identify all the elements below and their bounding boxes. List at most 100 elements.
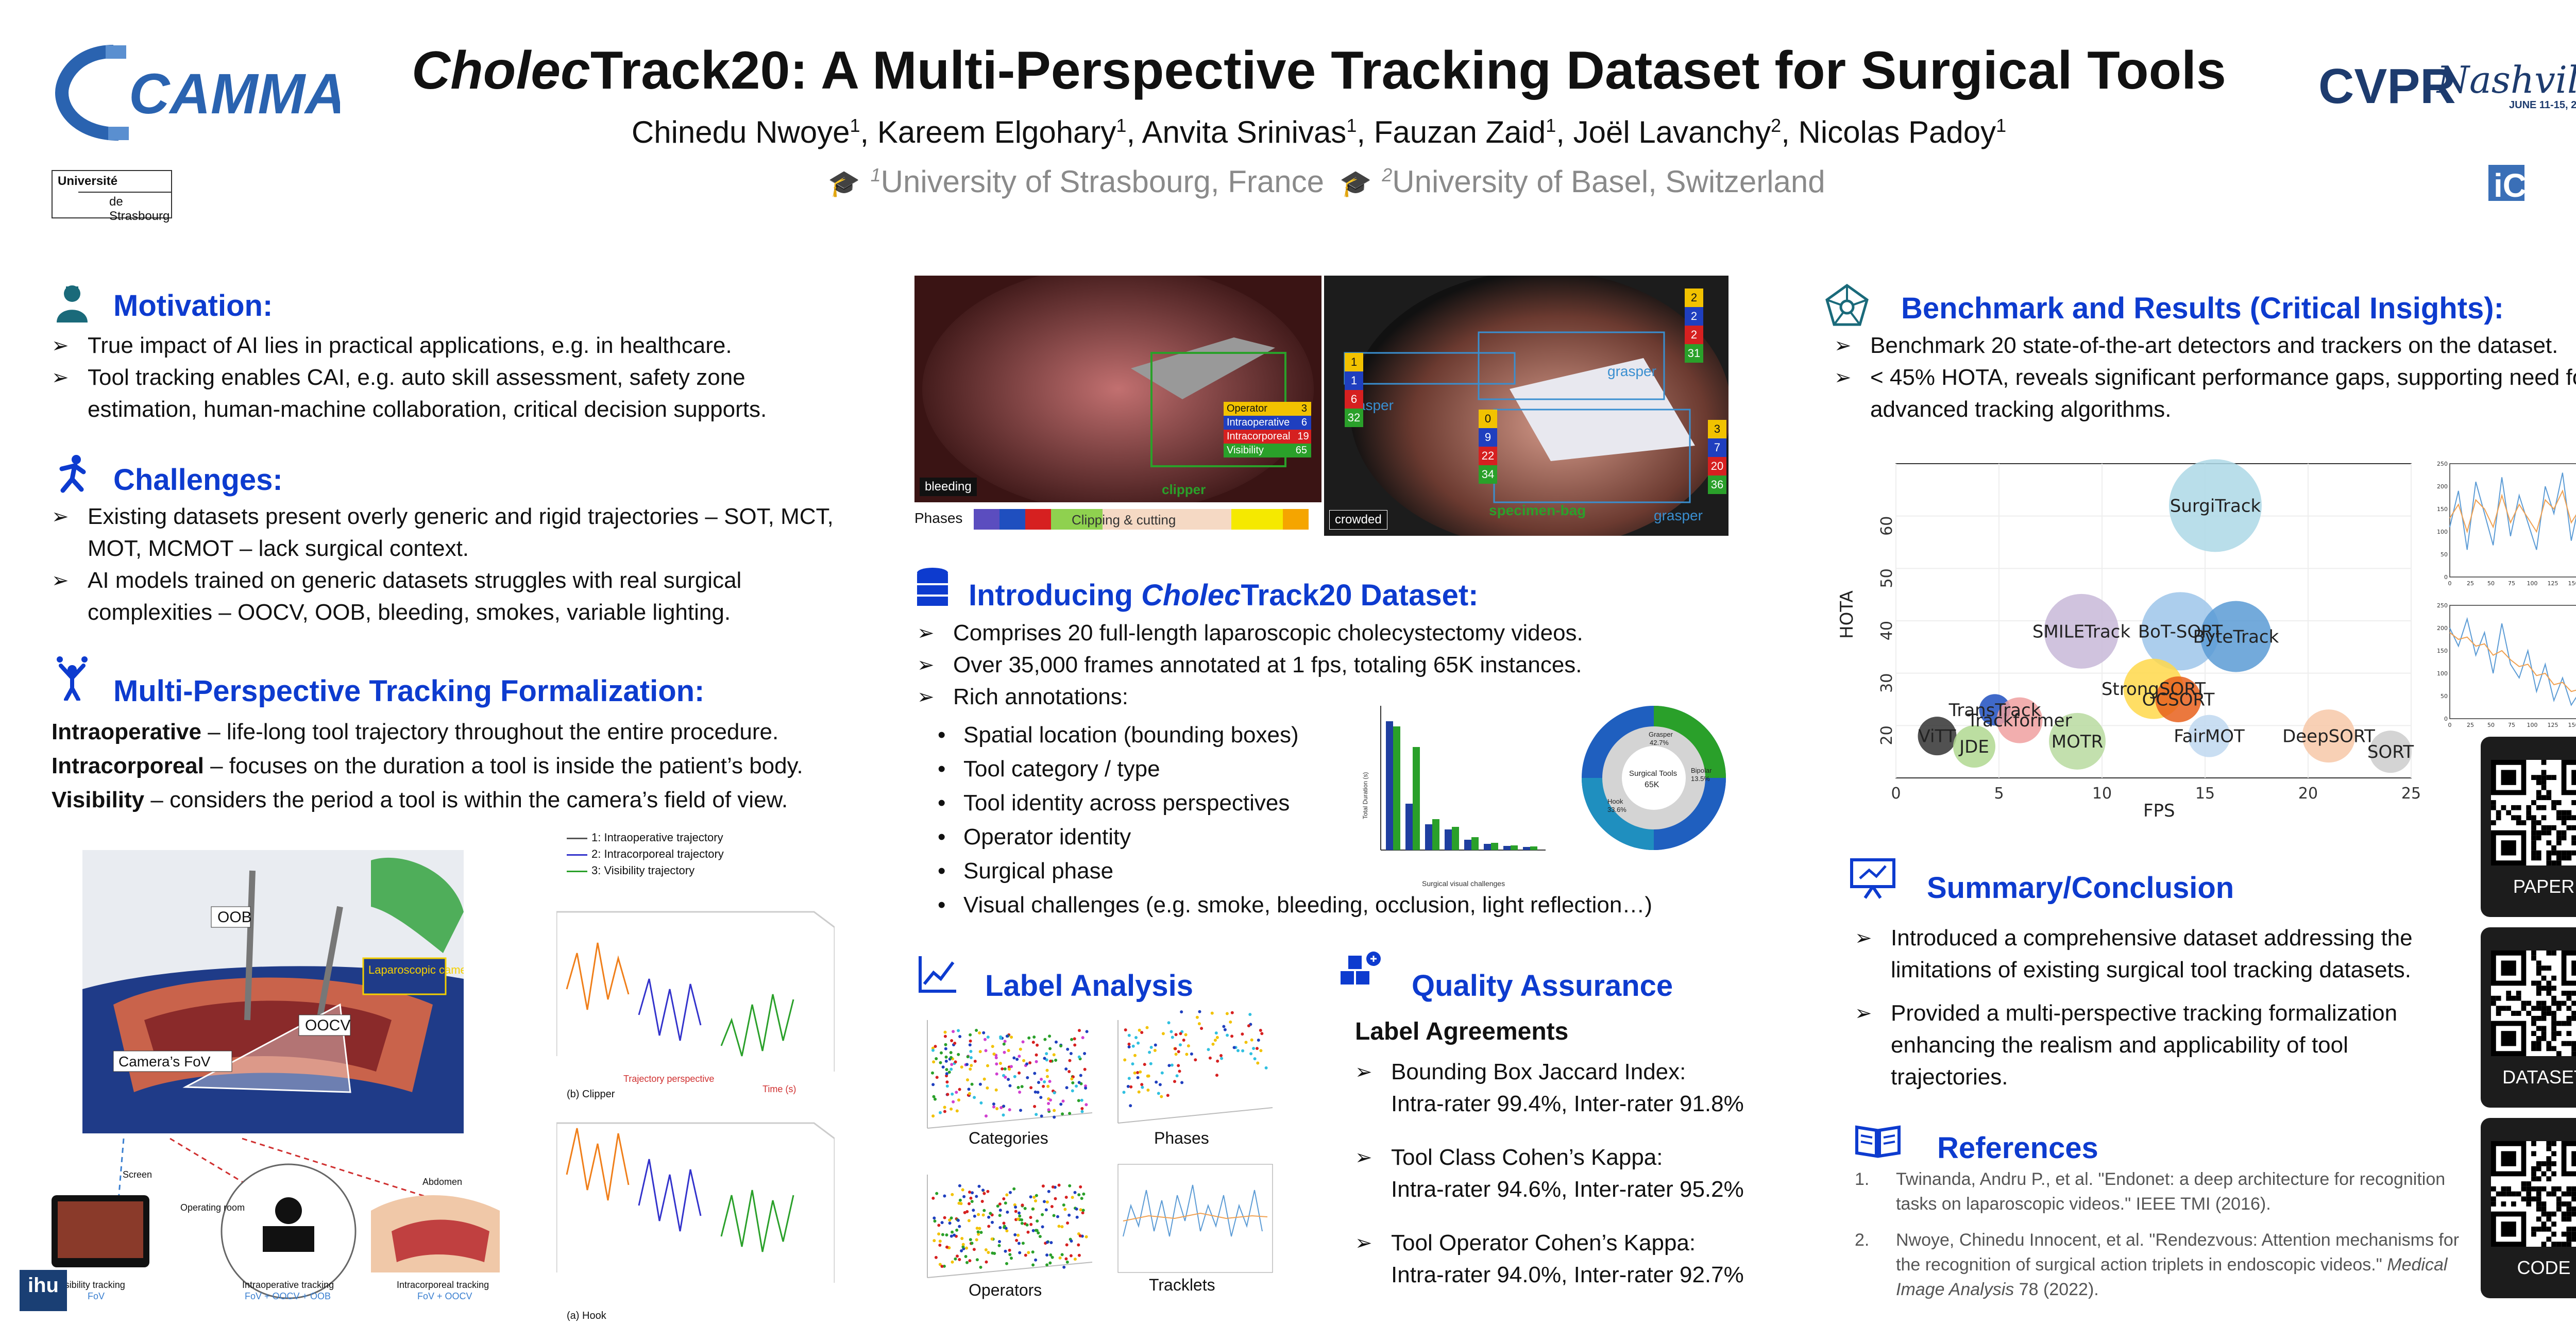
scatter-dot (1062, 1265, 1066, 1269)
point-label: ByteTrack (2193, 627, 2279, 648)
scatter-dot (931, 1196, 935, 1200)
scatter-dot (960, 1237, 964, 1240)
scatter-dot (1184, 1033, 1188, 1037)
scatter-dot (1006, 1210, 1009, 1214)
formalization-title: Multi-Perspective Tracking Formalization… (113, 674, 705, 708)
scatter-dot (994, 1056, 998, 1060)
scatter-dot (1049, 1253, 1053, 1257)
scatter-dot (1002, 1042, 1006, 1046)
mini-x-tick: 125 (2548, 580, 2558, 587)
scatter-dot (1170, 1030, 1173, 1033)
scatter-dot (1002, 1197, 1006, 1200)
qr-card-dataset[interactable]: DATASET (2481, 927, 2576, 1108)
id-column-mid: 0 9 22 34 (1479, 410, 1497, 484)
scatter-dot (999, 1035, 1003, 1039)
mini-x-tick: 100 (2527, 722, 2538, 728)
scatter-dot (970, 1064, 973, 1067)
annotation-item: Tool category / type (917, 752, 1741, 786)
author-name: Chinedu Nwoye (631, 115, 850, 149)
scatter-dot (1213, 1039, 1217, 1042)
qr-code-dataset[interactable] (2491, 950, 2576, 1056)
author-affil-sup: 1 (1116, 115, 1127, 136)
scatter-dot (1143, 1063, 1146, 1066)
scatter-dot (1067, 1070, 1071, 1073)
scatter-dot (1055, 1040, 1058, 1044)
mini-x-tick: 50 (2487, 580, 2495, 587)
qr-code-paper[interactable] (2491, 760, 2576, 865)
qr-code-code[interactable] (2491, 1141, 2576, 1247)
scatter-dot (1127, 1042, 1131, 1046)
phase-segment (1257, 509, 1283, 530)
scatter-dot (1051, 1185, 1055, 1189)
scatter-dot (968, 1191, 971, 1194)
scatter-dot (1208, 1056, 1212, 1060)
scatter-dot (1008, 1084, 1012, 1088)
scatter-dot (1073, 1043, 1077, 1047)
trajectory-plots: 1: Intraoperative trajectory 2: Intracor… (556, 829, 835, 1324)
scatter-dot (969, 1196, 973, 1200)
scatter-dot (1039, 1096, 1043, 1099)
scatter-dot (1027, 1036, 1031, 1040)
qr-card-paper[interactable]: PAPER (2481, 737, 2576, 917)
scatter-dot (1005, 1034, 1009, 1038)
scatter-dot (1042, 1084, 1045, 1088)
scatter-dot (978, 1050, 982, 1054)
scatter-dot (1013, 1233, 1017, 1236)
scatter-dot (958, 1225, 961, 1228)
scatter-dot (949, 1051, 953, 1055)
quality-item: Tool Class Cohen’s Kappa:Intra-rater 94.… (1355, 1142, 1819, 1206)
scatter-dot (1166, 1094, 1170, 1097)
point-label: MOTR (2052, 732, 2104, 752)
scatter-dot (1210, 1011, 1214, 1015)
scatter-dot (1026, 1230, 1030, 1234)
scatter-dot (1216, 1059, 1219, 1063)
scatter-dot (938, 1240, 942, 1243)
scatter-dot (931, 1048, 935, 1052)
scatter-dot (1056, 1215, 1059, 1218)
scatter-dot (1073, 1258, 1077, 1261)
scatter-dot (1004, 1076, 1007, 1079)
bar-chart-xlabel: Surgical visual challenges (1422, 879, 1505, 888)
scatter-dot (987, 1251, 990, 1254)
scatter-dot (931, 1071, 934, 1075)
scatter-dot (1171, 1036, 1174, 1039)
scatter-dot (1009, 1191, 1012, 1194)
scatter-dot (1028, 1061, 1032, 1064)
scatter-dot (1002, 1105, 1006, 1108)
scatter-dot (1016, 1233, 1020, 1237)
scatter-dot (1229, 1020, 1232, 1024)
scatter-dot (1177, 1050, 1180, 1054)
scatter-dot (1077, 1243, 1080, 1247)
affil-sup: 2 (1382, 164, 1393, 185)
introducing-title: Introducing CholecTrack20 Dataset: (969, 579, 1479, 612)
scatter-dot (1230, 1034, 1234, 1038)
scatter-dot (1160, 1095, 1163, 1098)
scatter-dot (1045, 1068, 1049, 1072)
scatter-dot (1019, 1109, 1022, 1112)
id-row-intraop: Intraoperative 6 (1224, 416, 1311, 430)
scatter-point (2200, 601, 2272, 672)
scatter-dot (977, 1232, 980, 1236)
scatter-dot (958, 1258, 961, 1261)
scatter-dot (1035, 1060, 1038, 1063)
scatter-dot (1075, 1207, 1078, 1211)
bar (1471, 837, 1479, 850)
scatter-dot (1045, 1200, 1049, 1204)
scatter-dot (1129, 1104, 1132, 1108)
scatter-dot (950, 1216, 953, 1220)
annotation-item: Visual challenges (e.g. smoke, bleeding,… (917, 888, 1741, 922)
scatter-dot (937, 1224, 941, 1227)
scatter-dot (1259, 1029, 1262, 1032)
traj-axis-perspective: Trajectory perspective (623, 1074, 714, 1084)
scatter-dot (969, 1238, 972, 1242)
scatter-dot (1049, 1059, 1053, 1063)
qr-card-code[interactable]: CODE (2481, 1118, 2576, 1298)
scatter-dot (1180, 1081, 1184, 1084)
trajectory-legend: 1: Intraoperative trajectory 2: Intracor… (567, 829, 724, 879)
references-title: References (1937, 1131, 2098, 1165)
phase-segment (1206, 509, 1231, 530)
scatter-dot (1136, 1071, 1140, 1074)
motivation-list: True impact of AI lies in practical appl… (52, 330, 855, 426)
scatter-dot (1167, 1021, 1171, 1025)
